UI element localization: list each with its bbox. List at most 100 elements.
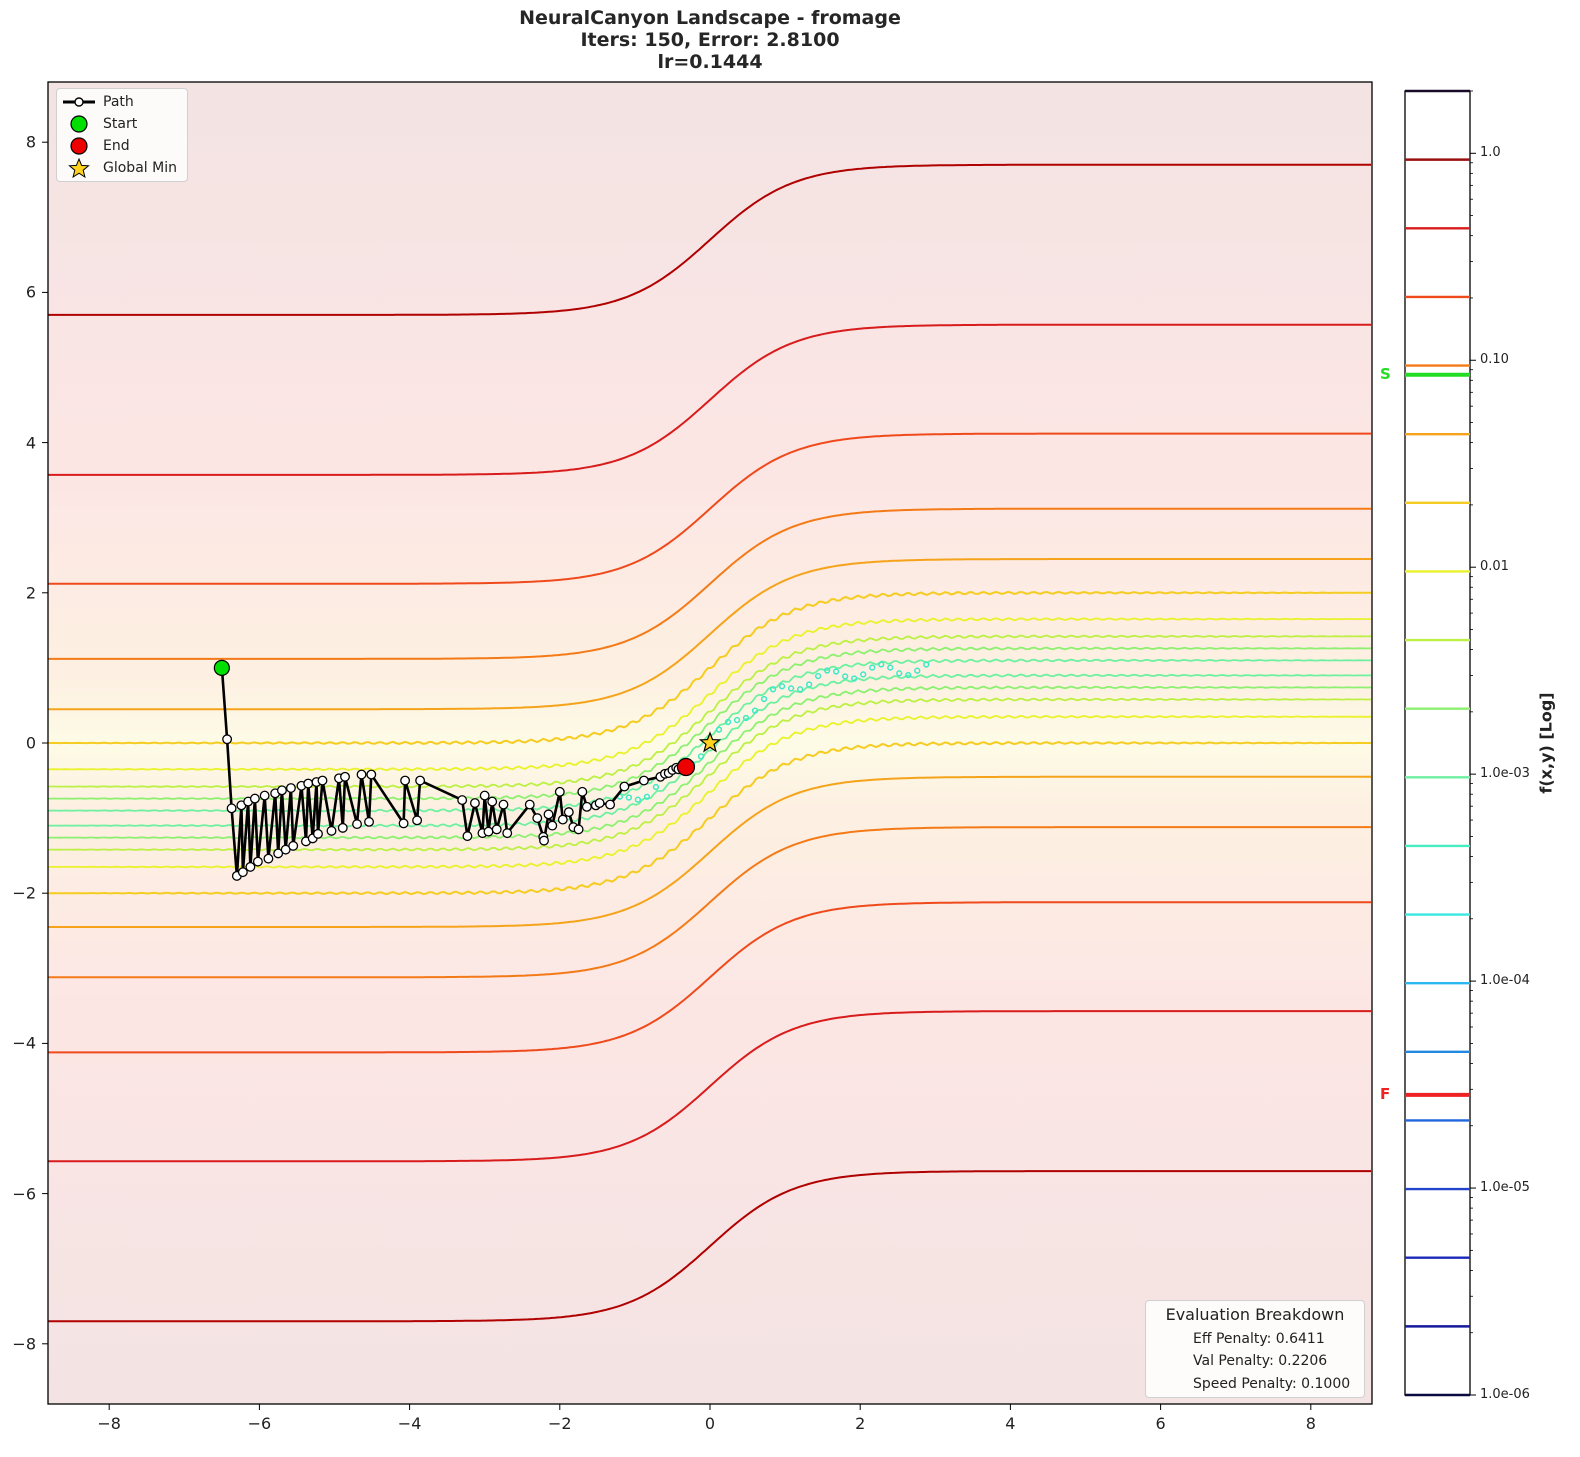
x-tick-label: −2 bbox=[548, 1414, 572, 1433]
path-point bbox=[524, 799, 535, 810]
colorbar-tick-label: 1.0 bbox=[1480, 145, 1501, 161]
path-point bbox=[340, 771, 350, 782]
legend: Path Start End Global Min bbox=[56, 88, 188, 182]
path-point bbox=[400, 775, 411, 786]
legend-label: Path bbox=[103, 94, 134, 110]
contour-line bbox=[48, 507, 1371, 660]
path-point bbox=[237, 867, 248, 878]
start-marker bbox=[213, 659, 230, 677]
path-point bbox=[303, 778, 314, 789]
x-tick-label: −6 bbox=[247, 1414, 272, 1433]
path-point bbox=[337, 822, 348, 833]
contour-lines bbox=[48, 163, 1372, 1323]
y-tick-label: −8 bbox=[12, 1334, 36, 1354]
contour-line bbox=[48, 617, 1371, 772]
x-tick-label: 2 bbox=[855, 1414, 866, 1433]
path-point bbox=[356, 769, 367, 780]
legend-item-global-min: Global Min bbox=[57, 157, 177, 179]
speed-penalty: Speed Penalty: 0.1000 bbox=[1193, 1376, 1351, 1392]
chart-title: NeuralCanyon Landscape - fromage Iters: … bbox=[0, 7, 1420, 73]
path-point bbox=[245, 861, 256, 872]
legend-item-path: Path bbox=[57, 92, 134, 112]
colorbar-tick-label: 1.0e-05 bbox=[1480, 1180, 1530, 1196]
contour-line bbox=[48, 714, 1372, 869]
path-point bbox=[547, 820, 558, 831]
path-point bbox=[577, 786, 588, 797]
red-circle-icon bbox=[57, 136, 101, 156]
path-point bbox=[364, 816, 374, 827]
contour-line bbox=[48, 1170, 1371, 1323]
path-point bbox=[398, 818, 409, 829]
x-tick-label: 8 bbox=[1305, 1414, 1316, 1433]
path-point bbox=[502, 828, 513, 839]
path-point bbox=[352, 819, 362, 830]
path-point bbox=[366, 769, 377, 780]
path-point bbox=[469, 798, 480, 809]
contour-line bbox=[48, 775, 1371, 928]
path-point bbox=[313, 828, 323, 839]
path-point bbox=[483, 826, 494, 837]
global-min-star bbox=[698, 731, 722, 753]
contour-line bbox=[48, 685, 1372, 840]
green-circle-icon bbox=[57, 114, 101, 134]
path-point bbox=[487, 796, 498, 807]
path-line-icon bbox=[57, 92, 101, 112]
val-penalty: Val Penalty: 0.2206 bbox=[1193, 1353, 1328, 1369]
path-point bbox=[479, 790, 490, 801]
path-point bbox=[594, 798, 605, 809]
contour-line bbox=[48, 163, 1371, 316]
x-tick-label: −4 bbox=[397, 1414, 422, 1433]
path-point bbox=[462, 831, 473, 842]
path-point bbox=[317, 775, 328, 786]
contour-line bbox=[48, 826, 1371, 979]
path-point bbox=[457, 795, 468, 806]
contour-line bbox=[48, 901, 1371, 1054]
path-point bbox=[491, 824, 502, 835]
legend-label: Start bbox=[103, 116, 138, 132]
colorbar-tick-label: 1.0e-03 bbox=[1480, 766, 1530, 782]
colorbar-tick-label: 0.01 bbox=[1480, 559, 1509, 575]
evaluation-breakdown-title: Evaluation Breakdown bbox=[1165, 1305, 1345, 1324]
x-tick-label: 4 bbox=[1005, 1414, 1016, 1433]
path-point bbox=[543, 809, 554, 820]
contour-line bbox=[48, 1010, 1371, 1163]
contour-line bbox=[48, 432, 1371, 585]
y-tick-label: −6 bbox=[12, 1184, 36, 1204]
title-line-1: NeuralCanyon Landscape - fromage bbox=[519, 7, 901, 29]
legend-item-start: Start bbox=[57, 114, 137, 134]
path-point bbox=[554, 786, 565, 797]
colorbar-tick-label: 1.0e-06 bbox=[1480, 1387, 1530, 1402]
path-point bbox=[638, 775, 649, 786]
path-point bbox=[263, 853, 274, 864]
colorbar-tick-label: 0.10 bbox=[1480, 352, 1509, 368]
y-tick-label: 0 bbox=[25, 733, 36, 753]
star-icon bbox=[57, 157, 101, 179]
colorbar-marker-start: S bbox=[1380, 364, 1391, 383]
path-point bbox=[226, 803, 237, 814]
eff-penalty: Eff Penalty: 0.6411 bbox=[1193, 1331, 1325, 1347]
y-tick-label: 8 bbox=[25, 132, 36, 152]
path-point bbox=[563, 807, 574, 818]
x-tick-label: −8 bbox=[97, 1414, 121, 1433]
path-point bbox=[252, 856, 263, 867]
colorbar-marker-final: F bbox=[1380, 1084, 1391, 1103]
point-markers bbox=[213, 659, 722, 777]
contour-line bbox=[48, 590, 1371, 745]
path-point bbox=[573, 824, 584, 835]
contour-line bbox=[48, 673, 1371, 828]
path-point bbox=[222, 734, 233, 745]
path-point bbox=[605, 799, 616, 810]
contour-line bbox=[48, 558, 1371, 711]
legend-item-end: End bbox=[57, 136, 130, 156]
x-tick-label: 6 bbox=[1155, 1414, 1166, 1433]
path-point bbox=[532, 813, 543, 824]
path-point bbox=[259, 790, 270, 801]
colorbar-title: f(x,y) [Log] bbox=[1536, 692, 1556, 794]
path-point bbox=[276, 785, 287, 796]
path-point bbox=[415, 775, 426, 786]
y-tick-label: −4 bbox=[12, 1033, 36, 1053]
path-point bbox=[557, 814, 568, 825]
y-tick-label: 2 bbox=[25, 583, 36, 603]
evaluation-breakdown-box: Evaluation Breakdown Eff Penalty: 0.6411… bbox=[1145, 1300, 1365, 1398]
